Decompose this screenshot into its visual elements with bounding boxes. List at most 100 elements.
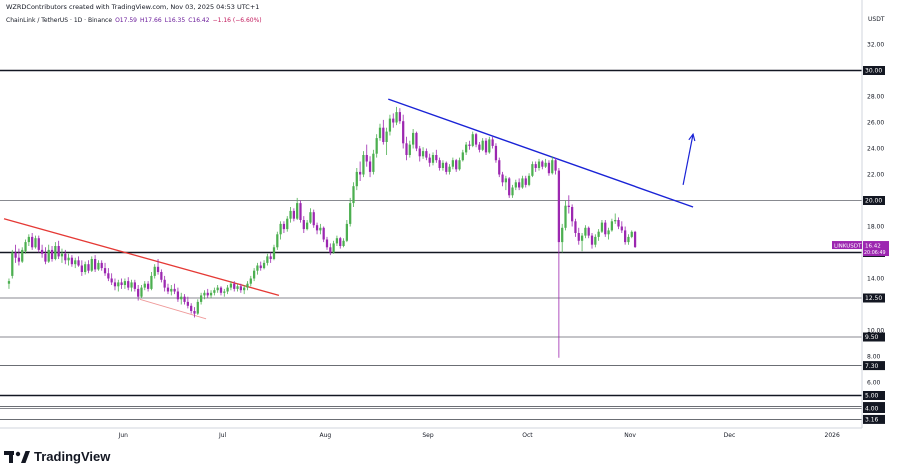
- candle-body: [289, 210, 292, 219]
- candle-body: [180, 296, 183, 300]
- candle-body: [547, 162, 551, 174]
- candle-body: [150, 275, 153, 289]
- candle-body: [160, 272, 163, 280]
- candle-body: [143, 283, 146, 288]
- candle-body: [418, 148, 421, 157]
- candle-body: [455, 160, 458, 170]
- candle-body: [471, 134, 474, 146]
- level-tag-label: 30.00: [865, 68, 882, 75]
- last-price-tag: [863, 241, 889, 257]
- candle-body: [372, 153, 375, 172]
- candle-body: [117, 282, 120, 287]
- candle-body: [80, 265, 83, 272]
- candle-body: [24, 242, 27, 252]
- candle-body: [110, 278, 113, 283]
- candle-body: [411, 132, 415, 145]
- candle-body: [209, 292, 213, 296]
- candle-body: [594, 236, 597, 245]
- candle-body: [405, 143, 408, 155]
- price-tick-label: 14.00: [867, 276, 884, 283]
- candle-body: [524, 178, 527, 185]
- candle-body: [478, 144, 481, 150]
- level-tag-label: 7.30: [865, 363, 879, 370]
- candle-body: [259, 265, 262, 269]
- candle-body: [266, 256, 269, 263]
- symbol-tag: [832, 241, 862, 250]
- symbol-ohlc-header: ChainLink / TetherUS · 1D · Binance O17.…: [6, 17, 262, 24]
- price-tick-label: 18.00: [867, 224, 884, 231]
- candle-body: [537, 161, 541, 168]
- candle-body: [296, 203, 299, 219]
- candle-body: [398, 112, 401, 122]
- candle-body: [286, 218, 289, 230]
- level-tag: [863, 293, 885, 303]
- candle-body: [37, 238, 40, 250]
- tradingview-wordmark: TradingView: [34, 449, 111, 464]
- candle-body: [620, 226, 623, 231]
- candle-body: [352, 186, 355, 204]
- level-tag: [863, 404, 885, 413]
- time-tick-label: Oct: [522, 432, 533, 439]
- candle-body: [448, 166, 451, 172]
- candle-body: [70, 257, 74, 265]
- tradingview-brand[interactable]: TradingView: [4, 449, 110, 464]
- candle-body: [335, 238, 339, 244]
- candle-body: [269, 256, 272, 259]
- price-axis[interactable]: USDT 32.00 28.00 26.00 24.00 22.00 18.00 14.00 1…: [861, 0, 885, 428]
- old-support-line: [139, 298, 207, 320]
- candle-body: [243, 287, 246, 291]
- time-tick-label: Jul: [218, 432, 227, 439]
- candle-body: [127, 281, 130, 288]
- time-axis[interactable]: Jun Jul Aug Sep Oct Nov Dec 2026: [0, 427, 862, 439]
- change-value: −1.16 (−6.60%): [212, 17, 262, 24]
- candle-body: [358, 171, 362, 175]
- candle-body: [233, 283, 236, 289]
- trendlines: [3, 98, 696, 320]
- candle-body: [415, 132, 418, 149]
- candle-body: [501, 174, 504, 183]
- candle-body: [428, 157, 431, 163]
- candle-body: [587, 227, 590, 236]
- candle-body: [541, 161, 544, 167]
- candle-body: [504, 178, 508, 183]
- candle-body: [481, 140, 484, 150]
- candle-body: [107, 273, 110, 279]
- candle-body: [388, 118, 392, 132]
- candle-body: [137, 288, 140, 297]
- price-tick-label: 28.00: [867, 94, 884, 101]
- candle-body: [173, 288, 176, 292]
- symbol-description[interactable]: ChainLink / TetherUS · 1D · Binance: [6, 17, 113, 24]
- candlesticks: [7, 106, 637, 358]
- candle-body: [508, 178, 511, 196]
- candle-body: [488, 139, 491, 153]
- candle-body: [47, 249, 50, 262]
- candle-body: [239, 286, 242, 291]
- candle-body: [319, 227, 322, 231]
- candle-body: [630, 231, 633, 237]
- candle-body: [527, 175, 531, 185]
- level-tag: [863, 196, 885, 205]
- candle-body: [236, 286, 239, 289]
- candle-body: [322, 227, 325, 240]
- candle-body: [610, 221, 614, 231]
- candle-body: [567, 205, 570, 207]
- candle-body: [229, 283, 233, 288]
- candle-body: [624, 230, 627, 243]
- horizontal-levels: [0, 69, 862, 420]
- candle-body: [309, 212, 312, 223]
- candle-body: [315, 225, 319, 231]
- candle-body: [14, 252, 17, 258]
- price-tick-label: 26.00: [867, 120, 884, 127]
- candle-body: [627, 236, 630, 243]
- candle-body: [571, 207, 574, 222]
- candle-body: [385, 131, 388, 142]
- candle-body: [299, 203, 302, 220]
- candle-body: [349, 203, 352, 224]
- candle-body: [425, 151, 428, 158]
- candle-body: [329, 247, 332, 253]
- candle-body: [113, 282, 117, 287]
- candle-body: [484, 140, 488, 153]
- candle-body: [31, 236, 34, 248]
- candle-body: [40, 249, 44, 254]
